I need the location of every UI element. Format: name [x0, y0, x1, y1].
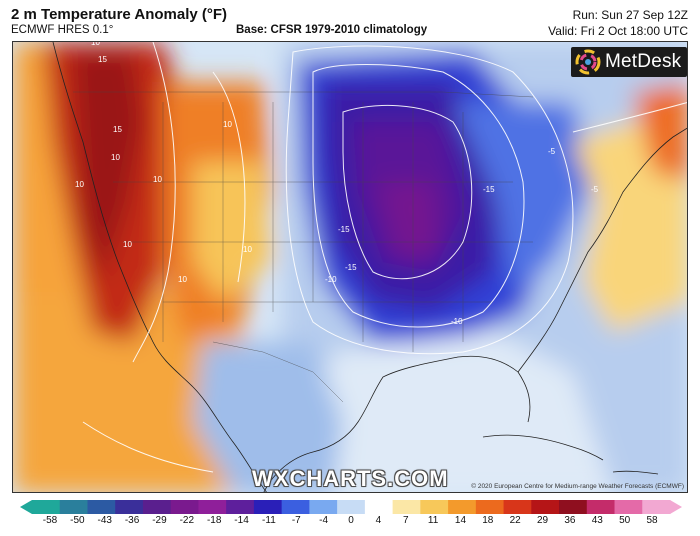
colorbar-tick: -29: [152, 515, 167, 526]
colorbar-tick: -36: [124, 515, 140, 526]
colorbar-tick: 0: [348, 515, 354, 526]
contour-label: 10: [75, 180, 84, 189]
colorbar-tick: -14: [234, 515, 249, 526]
metdesk-logo: MetDesk: [571, 47, 687, 77]
colorbar-tick: -58: [42, 515, 58, 526]
colorbar-right-arrow: [670, 500, 682, 514]
colorbar-tick: 7: [402, 515, 409, 526]
colorbar-segment: [115, 500, 144, 514]
colorbar-segment: [253, 500, 283, 514]
colorbar: [20, 500, 682, 514]
colorbar-tick: -7: [291, 515, 301, 526]
colorbar-tick: 22: [509, 515, 521, 526]
colorbar-ticks: -58 -50 -43 -36 -29 -22 -18 -14 -11 -7 -…: [20, 513, 682, 529]
colorbar-segment: [226, 500, 255, 514]
colorbar-tick: -43: [97, 515, 112, 526]
colorbar-tick: 50: [619, 515, 631, 526]
colorbar-tick: 11: [427, 515, 439, 526]
colorbar-tick: 14: [454, 515, 467, 526]
anomaly-map: -15 -15 -15 -10 -10 -5 -5 10 10 10 15 15…: [12, 41, 688, 493]
contour-label: 15: [98, 55, 107, 64]
colorbar-segment: [337, 500, 366, 514]
contour-label: -5: [548, 147, 556, 156]
contour-label: 10: [153, 175, 162, 184]
colorbar-segment: [475, 500, 505, 514]
colorbar-tick: 58: [646, 515, 658, 526]
colorbar-segment: [87, 500, 116, 514]
colorbar-segment: [170, 500, 199, 514]
run-time-label: Run: Sun 27 Sep 12Z: [572, 8, 688, 22]
colorbar-segment: [531, 500, 560, 514]
contour-label: 10: [91, 42, 100, 47]
colorbar-tick: -4: [319, 515, 329, 526]
contour-label: -15: [338, 225, 350, 234]
anomaly-contours: [82, 42, 687, 473]
contour-label: 15: [113, 125, 122, 134]
contour-label: -5: [591, 185, 599, 194]
chart-header: 2 m Temperature Anomaly (°F) ECMWF HRES …: [0, 0, 700, 40]
colorbar-tick: 29: [536, 515, 549, 526]
model-label: ECMWF HRES 0.1°: [11, 24, 114, 36]
contour-label: 10: [123, 240, 132, 249]
chart-title: 2 m Temperature Anomaly (°F): [11, 6, 228, 23]
contour-label: 10: [178, 275, 187, 284]
colorbar-segment: [448, 500, 477, 514]
colorbar-tick: 4: [375, 515, 382, 526]
colorbar-segment: [559, 500, 588, 514]
metdesk-swirl-icon: [575, 49, 601, 75]
contour-label: -15: [345, 263, 357, 272]
colorbar-tick: -11: [262, 515, 276, 526]
contour-label: 10: [223, 120, 232, 129]
temperature-field: [13, 42, 687, 492]
colorbar-tick: -18: [206, 515, 222, 526]
colorbar-segment: [59, 500, 88, 514]
contour-label: 10: [111, 153, 120, 162]
colorbar-segment: [586, 500, 616, 514]
colorbar-tick: -22: [179, 515, 195, 526]
contour-label: 10: [243, 245, 252, 254]
metdesk-text: MetDesk: [605, 51, 682, 72]
contour-label: -10: [451, 317, 463, 326]
colorbar-segment: [309, 500, 338, 514]
colorbar-segment: [642, 500, 671, 514]
contour-label: -15: [483, 185, 495, 194]
wxcharts-watermark: WXCHARTS.COM: [252, 466, 449, 491]
colorbar-segment: [32, 500, 61, 514]
colorbar-segment: [503, 500, 532, 514]
colorbar-segment: [364, 500, 394, 514]
colorbar-segment: [614, 500, 643, 514]
colorbar-tick: -50: [70, 515, 85, 526]
colorbar-tick: 43: [591, 515, 603, 526]
contour-label: -10: [325, 275, 337, 284]
colorbar-segment: [392, 500, 421, 514]
colorbar-segment: [281, 500, 310, 514]
colorbar-segment: [420, 500, 449, 514]
colorbar-segment: [198, 500, 227, 514]
colorbar-segments: [20, 500, 682, 514]
climatology-base-label: Base: CFSR 1979-2010 climatology: [236, 24, 428, 36]
colorbar-left-arrow: [20, 500, 32, 514]
valid-time-label: Valid: Fri 2 Oct 18:00 UTC: [548, 24, 688, 38]
coastlines: [52, 42, 687, 492]
colorbar-tick: 36: [564, 515, 576, 526]
contour-label-group: -15 -15 -15 -10 -10 -5 -5 10 10 10 15 15…: [75, 42, 599, 326]
ecmwf-credit: © 2020 European Centre for Medium-range …: [471, 483, 684, 490]
colorbar-segment: [142, 500, 172, 514]
colorbar-tick: 18: [482, 515, 494, 526]
